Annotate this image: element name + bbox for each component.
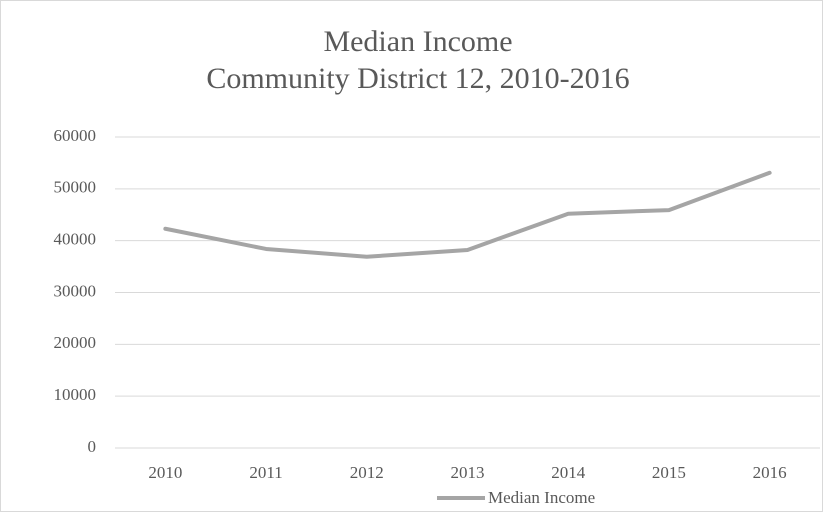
legend-label: Median Income <box>488 488 595 507</box>
x-tick-label: 2011 <box>249 463 282 482</box>
x-tick-label: 2013 <box>451 463 485 482</box>
y-tick-label: 10000 <box>54 385 97 404</box>
y-tick-label: 40000 <box>54 230 97 249</box>
data-line <box>163 170 772 259</box>
x-tick-label: 2016 <box>753 463 787 482</box>
y-tick-label: 30000 <box>54 281 97 300</box>
x-tick-label: 2014 <box>551 463 586 482</box>
x-tick-label: 2015 <box>652 463 686 482</box>
chart-title: Median Income <box>323 25 512 58</box>
chart-subtitle: Community District 12, 2010-2016 <box>206 62 629 95</box>
y-tick-label: 20000 <box>54 333 97 352</box>
x-tick-label: 2010 <box>148 463 182 482</box>
y-tick-label: 0 <box>88 437 97 456</box>
y-tick-label: 60000 <box>54 126 97 145</box>
x-tick-label: 2012 <box>350 463 384 482</box>
y-tick-label: 50000 <box>54 178 97 197</box>
